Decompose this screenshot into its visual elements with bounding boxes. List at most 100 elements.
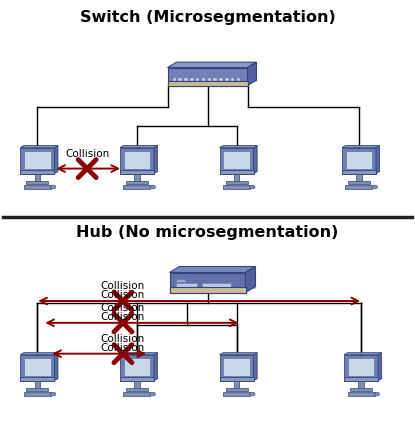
Polygon shape: [54, 146, 58, 174]
Bar: [219, 78, 223, 81]
Bar: [213, 78, 217, 81]
Bar: [178, 78, 182, 81]
Polygon shape: [54, 353, 58, 381]
Bar: [24, 358, 51, 376]
Bar: [208, 78, 211, 81]
Bar: [120, 170, 154, 174]
Bar: [24, 392, 51, 396]
Bar: [237, 78, 240, 81]
Text: Collision: Collision: [65, 149, 109, 159]
Bar: [134, 380, 140, 388]
Bar: [34, 380, 40, 388]
Ellipse shape: [374, 392, 380, 396]
Ellipse shape: [150, 392, 156, 396]
Polygon shape: [344, 353, 382, 354]
Bar: [173, 269, 256, 289]
Bar: [348, 358, 374, 376]
Text: Collision: Collision: [101, 281, 145, 291]
Bar: [225, 388, 248, 391]
Bar: [345, 184, 373, 189]
Bar: [348, 181, 370, 184]
Bar: [20, 147, 54, 174]
Bar: [350, 388, 372, 391]
Bar: [220, 147, 254, 174]
Bar: [24, 151, 51, 169]
Polygon shape: [169, 266, 256, 272]
Bar: [34, 173, 40, 181]
Ellipse shape: [372, 185, 378, 189]
Bar: [223, 396, 250, 397]
Bar: [126, 181, 148, 184]
Bar: [176, 279, 185, 282]
Bar: [347, 392, 375, 396]
Bar: [356, 173, 362, 181]
Bar: [220, 354, 254, 381]
Bar: [202, 78, 205, 81]
Ellipse shape: [249, 185, 255, 189]
Bar: [225, 78, 229, 81]
Polygon shape: [154, 353, 158, 381]
Bar: [223, 189, 250, 190]
Bar: [176, 283, 197, 286]
Bar: [223, 184, 250, 189]
Bar: [171, 64, 257, 82]
Ellipse shape: [50, 185, 56, 189]
Bar: [120, 147, 154, 174]
Text: Collision: Collision: [101, 303, 145, 313]
Polygon shape: [246, 266, 256, 293]
Bar: [24, 189, 51, 190]
Bar: [184, 78, 188, 81]
Bar: [202, 283, 231, 286]
Bar: [20, 377, 54, 381]
Bar: [168, 68, 247, 85]
Bar: [123, 189, 151, 190]
Bar: [124, 151, 150, 169]
Bar: [126, 388, 148, 391]
Bar: [169, 287, 246, 293]
Bar: [220, 377, 254, 381]
Ellipse shape: [150, 185, 156, 189]
Bar: [347, 396, 375, 397]
Bar: [196, 78, 199, 81]
Polygon shape: [376, 146, 380, 174]
Bar: [123, 396, 151, 397]
Bar: [344, 377, 378, 381]
Text: Collision: Collision: [101, 343, 145, 353]
Bar: [190, 78, 193, 81]
Text: Collision: Collision: [101, 290, 145, 300]
Bar: [120, 377, 154, 381]
Bar: [169, 272, 246, 293]
Bar: [123, 392, 151, 396]
Ellipse shape: [249, 392, 255, 396]
Polygon shape: [220, 353, 257, 354]
Bar: [124, 358, 150, 376]
Bar: [346, 151, 372, 169]
Polygon shape: [378, 353, 382, 381]
Polygon shape: [254, 146, 257, 174]
Bar: [120, 354, 154, 381]
Bar: [358, 380, 364, 388]
Polygon shape: [154, 146, 158, 174]
Text: Collision: Collision: [101, 334, 145, 344]
Bar: [225, 181, 248, 184]
Polygon shape: [168, 62, 256, 68]
Ellipse shape: [50, 392, 56, 396]
Text: Collision: Collision: [101, 312, 145, 322]
Text: Switch (Microsegmentation): Switch (Microsegmentation): [80, 10, 335, 25]
Bar: [26, 388, 49, 391]
Polygon shape: [20, 146, 58, 147]
Polygon shape: [220, 146, 257, 147]
Polygon shape: [20, 353, 58, 354]
Bar: [134, 173, 140, 181]
Bar: [223, 151, 250, 169]
Bar: [20, 170, 54, 174]
Bar: [220, 170, 254, 174]
Bar: [234, 380, 239, 388]
Polygon shape: [120, 353, 158, 354]
Polygon shape: [247, 62, 256, 85]
Bar: [231, 78, 234, 81]
Bar: [24, 184, 51, 189]
Polygon shape: [342, 146, 380, 147]
Bar: [345, 189, 373, 190]
Bar: [342, 170, 376, 174]
